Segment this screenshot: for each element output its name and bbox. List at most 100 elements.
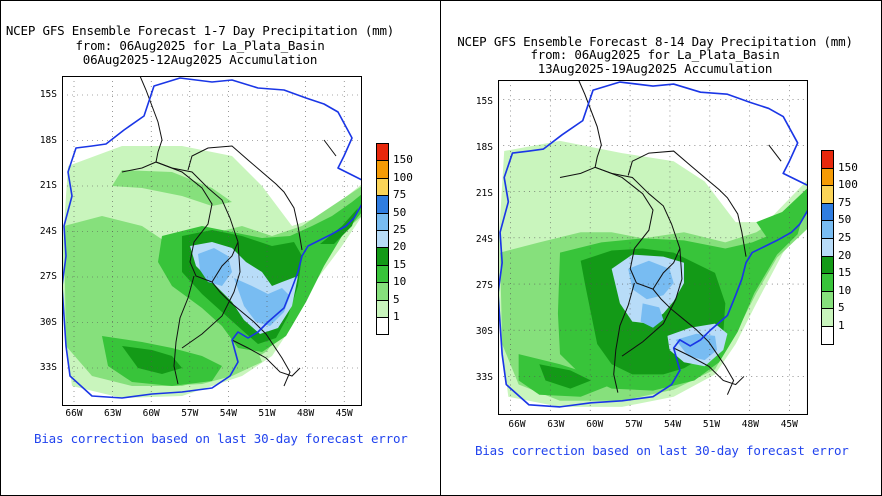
- precip-map: [498, 80, 808, 415]
- legend-color-box: [821, 290, 834, 310]
- lon-tick-label: 63W: [547, 419, 565, 430]
- country-border: [613, 282, 635, 393]
- panel-title-line3: 13Aug2025-19Aug2025 Accumulation: [537, 61, 773, 76]
- lon-tick-label: 54W: [219, 408, 237, 419]
- lat-tick-label: 24S: [39, 225, 57, 237]
- legend-color-box: [376, 143, 389, 162]
- lat-tick-label: 24S: [475, 234, 493, 245]
- lon-tick-label: 57W: [625, 419, 643, 430]
- legend-label: 100: [393, 170, 413, 184]
- lat-tick-label: 27S: [475, 280, 493, 291]
- legend-color-box: [821, 167, 834, 187]
- legend-color-box: [821, 150, 834, 169]
- legend-label: 75: [838, 195, 852, 209]
- precip-contour-25mm: [198, 248, 232, 286]
- legend-color-box: [376, 212, 389, 231]
- lon-tick-label: 45W: [335, 408, 353, 419]
- legend-color-box: [821, 220, 834, 239]
- lat-tick-label: 33S: [475, 372, 493, 383]
- legend-color-box: [376, 195, 389, 214]
- lon-tick-label: 51W: [702, 419, 721, 430]
- lon-tick-label: 48W: [741, 419, 759, 430]
- lon-tick-label: 63W: [104, 408, 122, 419]
- legend-color-box: [821, 273, 834, 292]
- legend-color-box: [376, 160, 389, 179]
- country-border: [768, 144, 782, 162]
- legend-color-box: [376, 247, 389, 266]
- precip-contour-25mm: [640, 303, 664, 328]
- lon-tick-label: 51W: [258, 408, 276, 419]
- legend-color-box: [821, 255, 834, 275]
- country-border: [121, 161, 157, 173]
- legend-color-box: [376, 317, 389, 336]
- lon-tick-label: 60W: [586, 419, 604, 430]
- lat-tick-label: 27S: [39, 271, 57, 282]
- legend-label: 20: [393, 240, 407, 254]
- legend-label: 15: [393, 257, 407, 271]
- lat-tick-label: 33S: [39, 362, 57, 373]
- precip-contour-15mm: [320, 208, 358, 244]
- legend-color-box: [821, 238, 834, 257]
- country-border: [139, 76, 241, 349]
- lon-tick-label: 66W: [508, 419, 526, 430]
- lon-tick-label: 54W: [664, 419, 682, 430]
- legend-label: 1: [393, 310, 400, 323]
- country-border: [173, 275, 195, 385]
- legend-label: 25: [838, 231, 852, 244]
- legend-label: 20: [838, 248, 852, 262]
- lat-tick-label: 15S: [39, 89, 57, 100]
- precip-contour-5mm: [112, 170, 232, 206]
- country-border: [652, 288, 735, 395]
- panel-title-line3: 06Aug2025-12Aug2025 Accumulation: [82, 52, 318, 67]
- country-border: [578, 80, 683, 357]
- lat-tick-label: 18S: [39, 134, 57, 146]
- legend-label: 5: [838, 301, 845, 315]
- lat-tick-label: 30S: [39, 316, 57, 328]
- country-border: [211, 281, 291, 387]
- legend-color-box: [821, 308, 834, 327]
- legend-label: 75: [393, 188, 407, 202]
- bias-note: Bias correction based on last 30-day for…: [475, 443, 849, 458]
- panel-title-line2: from: 06Aug2025 for La_Plata_Basin: [530, 47, 780, 62]
- lat-tick-label: 30S: [475, 326, 493, 337]
- country-border: [155, 161, 239, 283]
- country-border: [627, 150, 747, 257]
- lon-tick-label: 48W: [297, 408, 315, 419]
- legend-color-box: [821, 202, 834, 222]
- panel-title-line1: NCEP GFS Ensemble Forecast 1-7 Day Preci…: [5, 23, 395, 38]
- map-frame: [62, 76, 362, 406]
- basin-outline: [498, 81, 808, 408]
- forecast-panel-week1: NCEP GFS Ensemble Forecast 1-7 Day Preci…: [5, 23, 413, 447]
- legend-label: 50: [838, 213, 852, 227]
- country-border: [323, 139, 337, 157]
- legend-label: 5: [393, 292, 400, 306]
- legend-label: 15: [838, 266, 852, 280]
- forecast-panel-week2: NCEP GFS Ensemble Forecast 8-14 Day Prec…: [441, 0, 882, 496]
- legend-label: 25: [393, 223, 407, 236]
- legend-color-box: [376, 299, 389, 318]
- precip-map: [62, 76, 362, 406]
- country-border: [594, 166, 681, 290]
- legend-label: 50: [393, 205, 407, 219]
- country-border: [673, 347, 745, 386]
- precip-contour-25mm: [628, 260, 674, 300]
- precip-contour-15mm: [122, 346, 182, 374]
- legend-label: 150: [838, 160, 858, 174]
- map-frame: [498, 80, 808, 415]
- basin-outline: [62, 77, 362, 399]
- legend-color-box: [821, 185, 834, 204]
- lat-tick-label: 15S: [475, 96, 493, 107]
- legend-label: 150: [393, 153, 413, 167]
- legend-color-box: [376, 230, 389, 249]
- precip-contour-15mm: [539, 364, 591, 389]
- legend-label: 1: [838, 319, 845, 332]
- lon-tick-label: 57W: [181, 408, 199, 419]
- country-border: [231, 339, 301, 377]
- legend-label: 10: [393, 275, 407, 289]
- lat-tick-label: 21S: [39, 180, 57, 191]
- country-border: [559, 166, 596, 178]
- country-border: [187, 145, 303, 251]
- lat-tick-label: 21S: [475, 188, 493, 199]
- panel-title-line2: from: 06Aug2025 for La_Plata_Basin: [75, 38, 325, 53]
- legend-color-box: [376, 264, 389, 284]
